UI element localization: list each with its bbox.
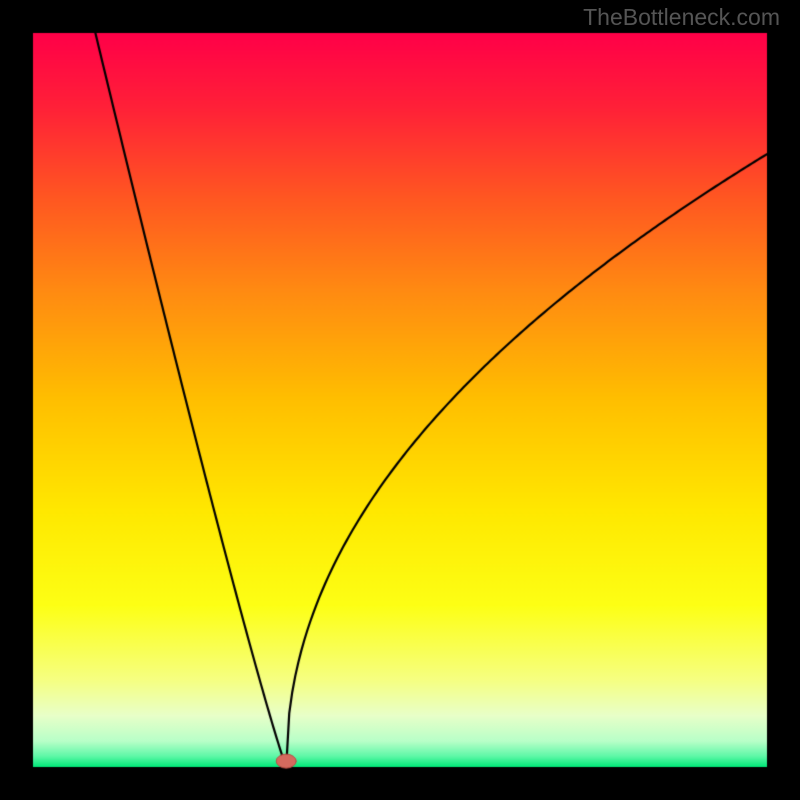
bottleneck-chart-canvas [0, 0, 800, 800]
watermark-text: TheBottleneck.com [583, 4, 780, 31]
chart-stage: TheBottleneck.com [0, 0, 800, 800]
